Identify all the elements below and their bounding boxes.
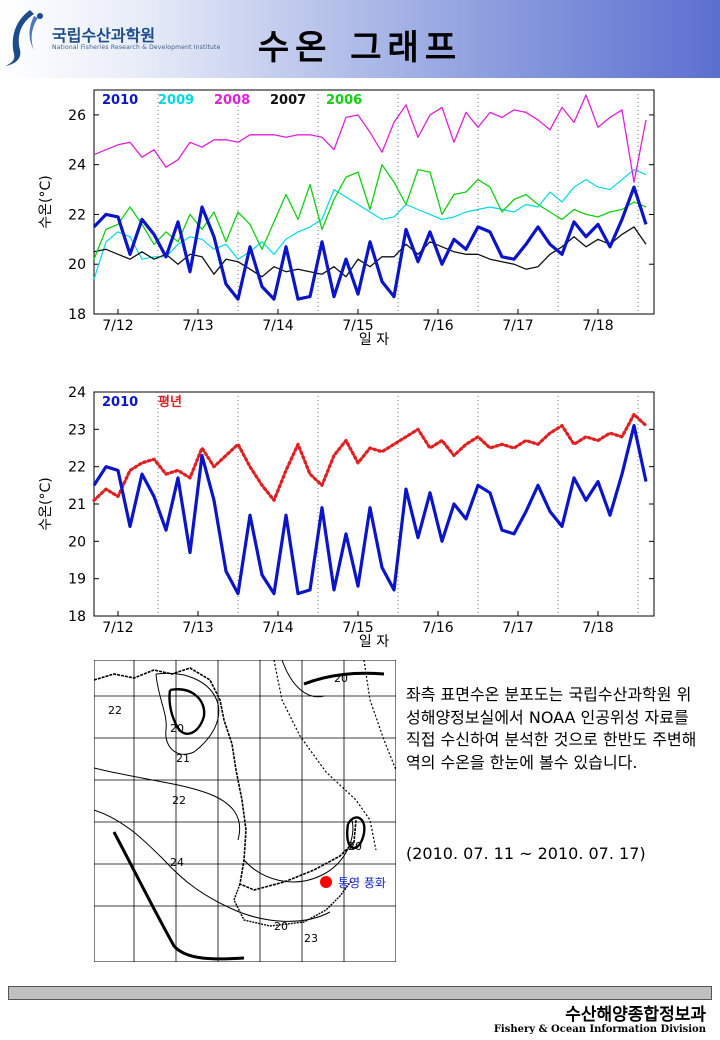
- x-tick-label: 7/17: [502, 318, 533, 334]
- institute-subtitle: National Fisheries Research & Developmen…: [52, 44, 221, 51]
- map-grid: [94, 660, 396, 962]
- x-tick-label: 7/18: [582, 620, 613, 636]
- y-tick-label: 24: [68, 158, 86, 174]
- y-tick-label: 23: [68, 422, 86, 438]
- legend-entry: 2010: [102, 395, 138, 410]
- y-tick-label: 18: [68, 307, 86, 323]
- contour-label: 22: [108, 704, 122, 717]
- x-tick-label: 7/14: [262, 620, 294, 636]
- series-line-2008: [93, 94, 647, 183]
- y-tick-label: 18: [68, 609, 86, 625]
- y-tick-label: 22: [68, 460, 86, 476]
- legend-entry: 2009: [158, 93, 194, 108]
- footer-bar: [8, 986, 712, 1000]
- date-period: (2010. 07. 11 ~ 2010. 07. 17): [406, 844, 646, 863]
- contour-label: 20: [348, 840, 362, 853]
- contour-label: 20: [170, 722, 184, 735]
- x-tick-label: 7/13: [182, 620, 213, 636]
- sst-distribution-map: 22 20 21 22 24 20 23 20 20 통영 풍화: [94, 660, 396, 962]
- map-coastline: [94, 660, 396, 927]
- x-tick-label: 7/15: [342, 318, 373, 334]
- contour-label: 20: [334, 672, 348, 685]
- division-name-en: Fishery & Ocean Information Division: [493, 1024, 706, 1035]
- legend-entry: 2010: [102, 93, 138, 108]
- series-line-평년: [92, 412, 648, 502]
- plot-frame: [93, 391, 655, 617]
- x-tick-label: 7/14: [262, 318, 294, 334]
- map-frame: [94, 660, 396, 962]
- y-tick-label: 24: [68, 386, 86, 401]
- contour-label: 24: [170, 856, 184, 869]
- y-tick-label: 19: [68, 572, 86, 588]
- legend-entry: 2008: [214, 93, 250, 108]
- x-axis-label: 일 자: [359, 634, 389, 650]
- x-axis-label: 일 자: [359, 332, 389, 348]
- x-tick-label: 7/18: [582, 318, 613, 334]
- series-line-2010: [92, 423, 648, 596]
- division-name-kr: 수산해양종합정보과: [565, 1005, 706, 1025]
- y-axis-label: 수온(°C): [38, 477, 54, 530]
- water-temp-normal-chart: 7/12 7/13 7/14 7/15 7/16 7/17 7/18 18 19 20 21 22 23…: [38, 386, 655, 650]
- y-tick-label: 21: [68, 497, 86, 513]
- page-title: 수온 그래프: [257, 28, 463, 68]
- x-tick-label: 7/12: [102, 318, 133, 334]
- x-tick-label: 7/16: [422, 318, 454, 334]
- contour-label: 21: [176, 752, 190, 765]
- station-marker: [320, 876, 332, 888]
- institute-name: 국립수산과학원: [52, 26, 156, 45]
- series-line-2010: [92, 185, 648, 301]
- x-tick-label: 7/15: [342, 620, 373, 636]
- x-tick-label: 7/17: [502, 620, 533, 636]
- y-tick-label: 26: [68, 108, 86, 124]
- y-tick-label: 22: [68, 207, 86, 223]
- y-axis-label: 수온(°C): [38, 175, 54, 228]
- contour-label: 20: [274, 920, 288, 933]
- water-temp-yearly-chart: 7/12 7/13 7/14 7/15 7/16 7/17 7/18 18 20 22 24 26 일 …: [38, 89, 655, 348]
- x-tick-label: 7/12: [102, 620, 133, 636]
- institute-logo-icon: [6, 10, 43, 66]
- header-banner: 국립수산과학원 National Fisheries Research & De…: [0, 0, 720, 78]
- contour-label: 22: [172, 794, 186, 807]
- map-isotherms: [94, 660, 385, 961]
- legend-entry: 평년: [158, 394, 182, 410]
- plot-frame: [93, 89, 655, 315]
- legend-entry: 2006: [326, 93, 362, 108]
- contour-label: 23: [304, 932, 318, 945]
- series-line-2009: [93, 168, 647, 280]
- y-tick-label: 20: [68, 534, 86, 550]
- map-description: 좌측 표면수온 분포도는 국립수산과학원 위성해양정보실에서 NOAA 인공위성…: [406, 685, 697, 772]
- series-line-2006: [93, 164, 647, 260]
- x-tick-label: 7/13: [182, 318, 213, 334]
- x-tick-label: 7/16: [422, 620, 454, 636]
- y-tick-label: 20: [68, 257, 86, 273]
- station-label: 통영 풍화: [338, 876, 386, 890]
- legend-entry: 2007: [270, 93, 306, 108]
